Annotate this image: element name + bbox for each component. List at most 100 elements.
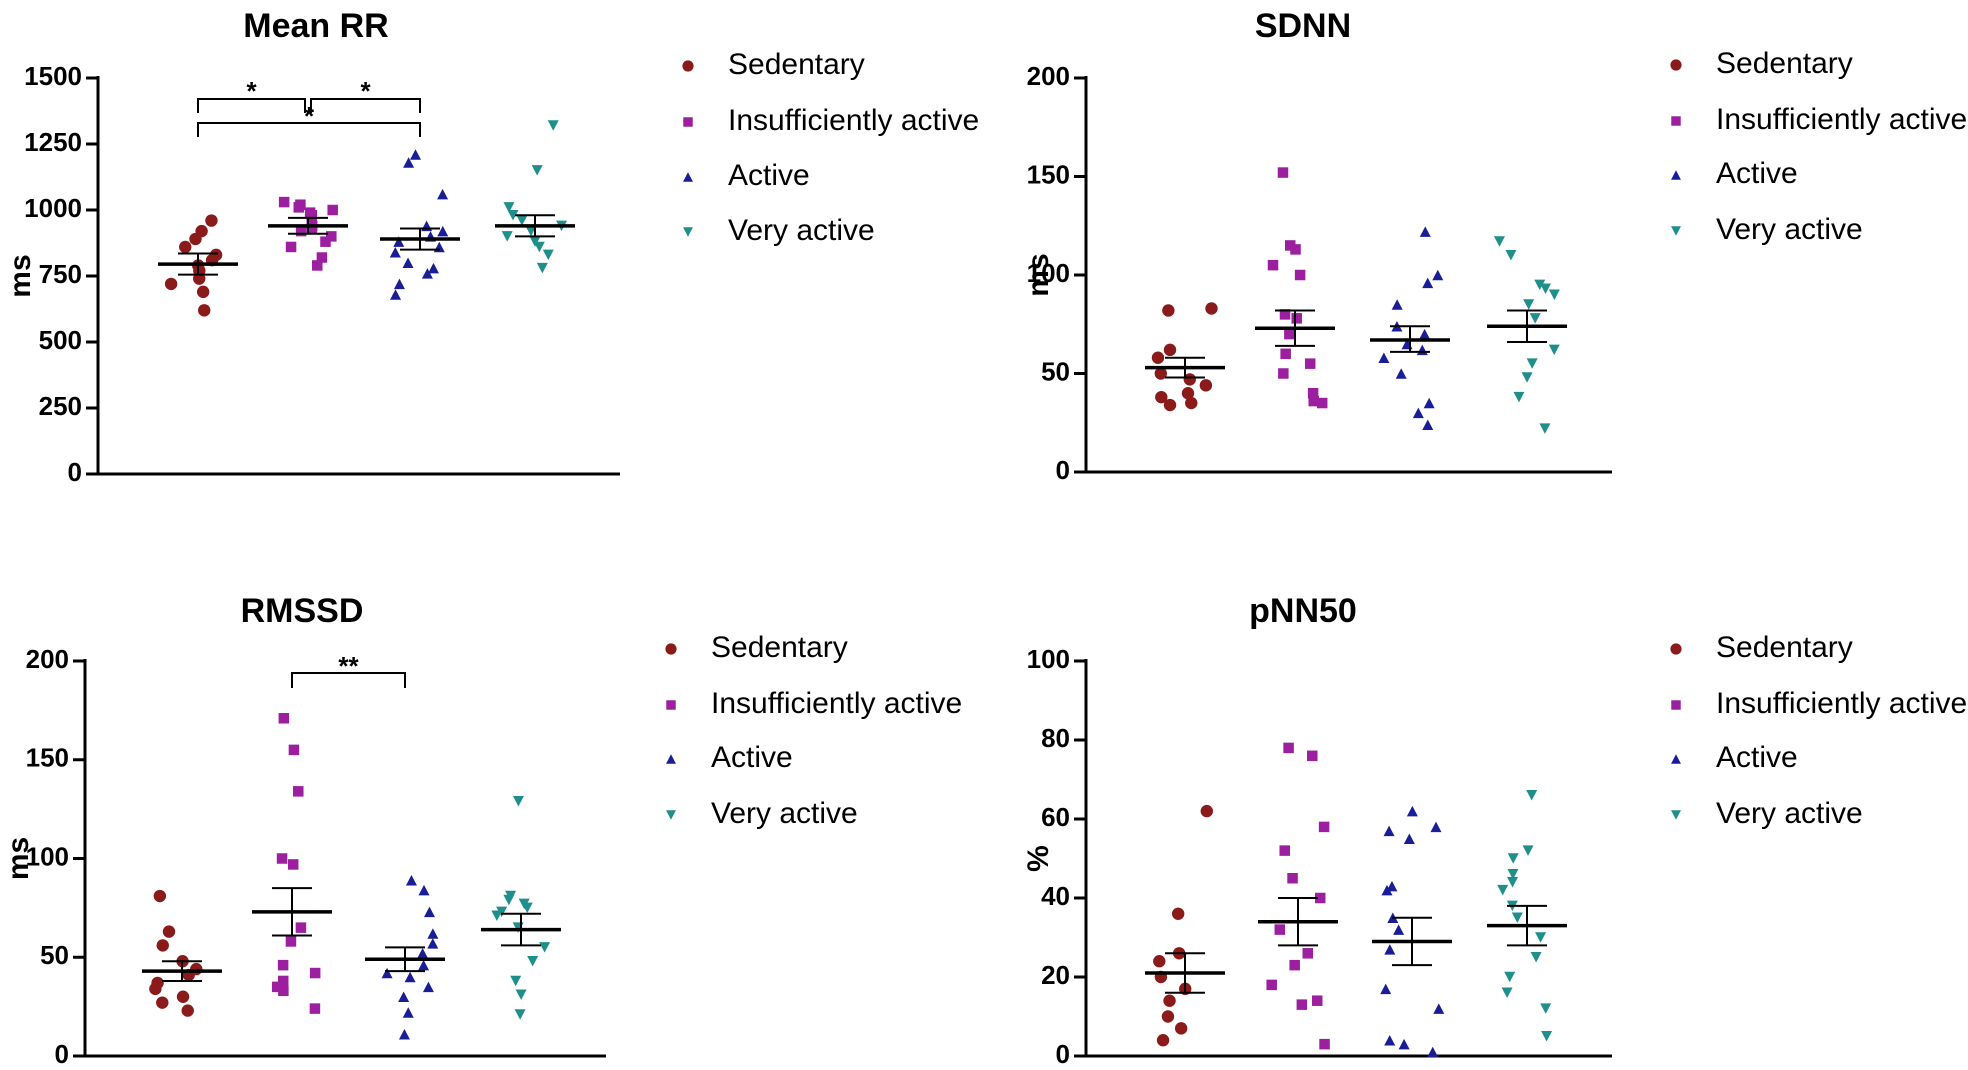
data-point (1155, 390, 1168, 404)
data-point (510, 975, 522, 987)
data-point (403, 157, 415, 168)
legend-label: Insufficiently active (728, 104, 979, 137)
data-point (1497, 884, 1509, 896)
y-tick-label: 750 (39, 259, 82, 289)
data-point (1501, 987, 1513, 999)
data-point (405, 874, 417, 886)
chart-title: SDNN (1255, 7, 1351, 45)
data-point (153, 889, 167, 903)
series-2 (365, 874, 445, 1040)
legend-marker (666, 810, 676, 820)
legend-marker (665, 643, 677, 655)
data-point (198, 304, 211, 317)
data-point (1507, 853, 1519, 864)
data-point (1539, 423, 1551, 434)
legend-marker (683, 227, 693, 237)
series-1 (1255, 167, 1335, 409)
data-point (306, 210, 318, 221)
legend-label: Insufficiently active (1716, 687, 1967, 720)
data-point (1185, 396, 1198, 410)
series-0 (1145, 302, 1225, 412)
legend: Sedentary Insufficiently active Active Very… (1670, 631, 1967, 830)
data-point (421, 220, 433, 232)
significance-label: * (246, 76, 257, 106)
data-point (1522, 845, 1534, 856)
data-point (1161, 1010, 1175, 1023)
data-point (389, 246, 401, 258)
legend-marker (682, 60, 694, 72)
data-point (1534, 279, 1546, 291)
legend-marker (1671, 116, 1681, 126)
data-point (1540, 1003, 1552, 1014)
data-point (1171, 907, 1185, 920)
legend-marker (1671, 810, 1681, 820)
data-point (189, 232, 202, 246)
data-point (1383, 825, 1395, 837)
data-point (278, 985, 289, 997)
data-point (288, 744, 300, 756)
data-point (1511, 912, 1523, 923)
data-point (1307, 387, 1319, 399)
data-point (390, 289, 402, 300)
data-point (427, 938, 439, 949)
data-point (491, 910, 503, 922)
data-point (1308, 395, 1319, 407)
data-point (1153, 955, 1166, 968)
series-2 (380, 149, 460, 300)
data-point (1279, 845, 1290, 856)
data-point (393, 236, 405, 247)
data-point (1391, 299, 1403, 310)
series-3 (1487, 790, 1567, 1042)
data-point (1386, 880, 1398, 892)
chart-panel-1: SDNN ms 0 50 100 150 200 Sedentary Insufficientl… (1022, 7, 1967, 485)
y-tick-label: 100 (1027, 258, 1070, 288)
data-point (287, 859, 299, 870)
y-tick-label: 1000 (24, 193, 82, 223)
legend-label: Insufficiently active (711, 687, 962, 720)
y-tick-label: 150 (26, 743, 69, 773)
data-point (162, 925, 176, 938)
data-point (164, 277, 178, 291)
data-point (1316, 397, 1328, 409)
data-point (1393, 924, 1405, 935)
data-point (1266, 979, 1277, 991)
data-point (514, 1009, 526, 1020)
legend-label: Sedentary (711, 631, 848, 664)
data-point (309, 1003, 321, 1014)
data-point (1319, 1038, 1330, 1050)
y-tick-label: 50 (40, 940, 69, 970)
series-3 (1487, 236, 1567, 434)
data-point (327, 204, 338, 216)
legend-label: Active (1716, 157, 1798, 190)
data-point (1287, 873, 1298, 884)
significance-bracket (291, 672, 406, 688)
series-0 (142, 889, 222, 1017)
data-point (156, 996, 169, 1009)
data-point (1380, 983, 1392, 995)
legend-label: Insufficiently active (1716, 103, 1967, 136)
data-point (404, 971, 416, 983)
data-point (1384, 944, 1396, 955)
legend-label: Very active (711, 797, 858, 830)
data-point (398, 991, 410, 1002)
legend-label: Very active (1716, 797, 1863, 830)
data-point (1163, 994, 1176, 1007)
data-point (181, 1004, 194, 1017)
data-point (1526, 790, 1538, 801)
data-point (1307, 750, 1318, 762)
data-point (1151, 351, 1165, 364)
data-point (1183, 373, 1196, 386)
legend-label: Active (728, 159, 810, 192)
legend-label: Very active (728, 214, 875, 247)
data-point (326, 231, 337, 242)
legend-marker (1671, 700, 1681, 710)
data-point (1280, 348, 1291, 360)
data-point (1200, 804, 1213, 818)
data-point (1162, 304, 1175, 317)
data-point (542, 249, 554, 261)
data-point (1312, 995, 1323, 1006)
data-point (1507, 869, 1519, 880)
data-point (1535, 932, 1547, 943)
data-point (1433, 1003, 1445, 1014)
